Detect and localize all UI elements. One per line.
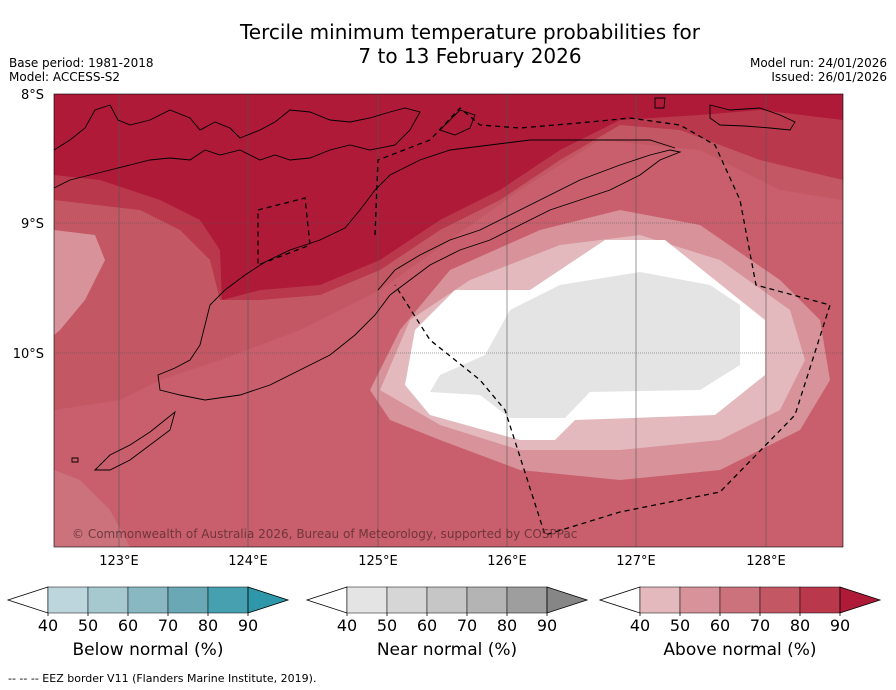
colorbar-tick-label: 60 bbox=[417, 616, 437, 635]
colorbar-segment bbox=[799, 586, 841, 614]
colorbar-tick-label: 90 bbox=[830, 616, 850, 635]
colorbar-extension-high bbox=[546, 586, 589, 614]
copyright-text: © Commonwealth of Australia 2026, Bureau… bbox=[72, 527, 577, 541]
lat-label-9s: 9°S bbox=[21, 217, 44, 232]
colorbar-extension-low bbox=[6, 586, 49, 614]
colorbar-segment bbox=[426, 586, 468, 614]
eez-border bbox=[257, 107, 831, 536]
lat-label-8s: 8°S bbox=[21, 88, 44, 103]
colorbar-extension-low bbox=[598, 586, 641, 614]
colorbar-segment bbox=[346, 586, 388, 614]
colorbar-segment bbox=[506, 586, 548, 614]
meta-right: Model run: 24/01/2026 Issued: 26/01/2026 bbox=[750, 56, 887, 84]
flores-coast bbox=[53, 104, 421, 189]
colorbar-tick-label: 90 bbox=[537, 616, 557, 635]
title-line-2: 7 to 13 February 2026 bbox=[358, 44, 582, 68]
meta-left: Base period: 1981-2018 Model: ACCESS-S2 bbox=[9, 56, 154, 84]
lon-label-123e: 123°E bbox=[99, 554, 139, 569]
colorbar-segment bbox=[47, 586, 89, 614]
model-name: Model: ACCESS-S2 bbox=[9, 70, 121, 84]
timor-coast bbox=[157, 139, 682, 401]
lon-label-128e: 128°E bbox=[746, 554, 786, 569]
field-60-70-sw bbox=[54, 470, 130, 547]
field-90-plus bbox=[54, 94, 843, 300]
model-run: Model run: 24/01/2026 bbox=[749, 56, 887, 70]
base-period: Base period: 1981-2018 bbox=[9, 56, 154, 70]
colorbar-extension-high bbox=[247, 586, 290, 614]
lat-label-10s: 10°S bbox=[13, 347, 44, 362]
field-near-40-50 bbox=[430, 272, 740, 418]
colorbar-tick-label: 50 bbox=[78, 616, 98, 635]
coastlines bbox=[53, 97, 796, 471]
colorbar-tick-label: 70 bbox=[750, 616, 770, 635]
colorbar-segment bbox=[127, 586, 169, 614]
rote-coast bbox=[93, 410, 176, 471]
colorbar-extension-high bbox=[839, 586, 882, 614]
lon-label-127e: 127°E bbox=[616, 554, 656, 569]
lon-label-126e: 126°E bbox=[487, 554, 527, 569]
field-50-60-west bbox=[54, 230, 105, 335]
colorbar-segment bbox=[679, 586, 721, 614]
chart-title: Tercile minimum temperature probabilitie… bbox=[0, 20, 896, 68]
below-normal-label: Below normal (%) bbox=[72, 640, 224, 660]
colorbar-segment bbox=[87, 586, 129, 614]
colorbar-segment bbox=[719, 586, 761, 614]
colorbar-segment bbox=[466, 586, 508, 614]
lon-label-124e: 124°E bbox=[228, 554, 268, 569]
colorbar-above: 40 50 60 70 80 90 bbox=[598, 586, 882, 635]
island-d bbox=[71, 457, 79, 463]
colorbar-segment bbox=[167, 586, 209, 614]
probability-field bbox=[54, 94, 843, 547]
near-normal-label: Near normal (%) bbox=[376, 640, 518, 660]
colorbar-tick-label: 80 bbox=[198, 616, 218, 635]
colorbar-tick-label: 60 bbox=[710, 616, 730, 635]
colorbar-tick-label: 60 bbox=[118, 616, 138, 635]
colorbar-tick-label: 90 bbox=[238, 616, 258, 635]
colorbar-segment bbox=[639, 586, 681, 614]
colorbar-tick-label: 40 bbox=[38, 616, 58, 635]
colorbar-extension-low bbox=[305, 586, 348, 614]
above-normal-label: Above normal (%) bbox=[663, 640, 817, 660]
colorbar-near: 40 50 60 70 80 90 bbox=[305, 586, 589, 635]
footer-note: -- -- -- EEZ border V11 (Flanders Marine… bbox=[8, 672, 317, 685]
colorbar-segment bbox=[759, 586, 801, 614]
island-a bbox=[439, 109, 476, 136]
colorbar-tick-label: 70 bbox=[457, 616, 477, 635]
colorbar-tick-label: 80 bbox=[497, 616, 517, 635]
colorbar-tick-label: 50 bbox=[670, 616, 690, 635]
map-frame bbox=[53, 93, 844, 548]
title-line-1: Tercile minimum temperature probabilitie… bbox=[239, 20, 701, 44]
island-b bbox=[654, 97, 666, 109]
lon-label-125e: 125°E bbox=[358, 554, 398, 569]
colorbar-tick-label: 80 bbox=[790, 616, 810, 635]
colorbar-tick-label: 40 bbox=[630, 616, 650, 635]
colorbar-segment bbox=[207, 586, 249, 614]
colorbar-segment bbox=[386, 586, 428, 614]
colorbar-tick-label: 70 bbox=[158, 616, 178, 635]
issued-date: Issued: 26/01/2026 bbox=[771, 70, 887, 84]
colorbar-tick-label: 50 bbox=[377, 616, 397, 635]
island-c bbox=[709, 104, 796, 131]
colorbar-below: 40 50 60 70 80 90 bbox=[6, 586, 290, 635]
colorbar-tick-label: 40 bbox=[337, 616, 357, 635]
